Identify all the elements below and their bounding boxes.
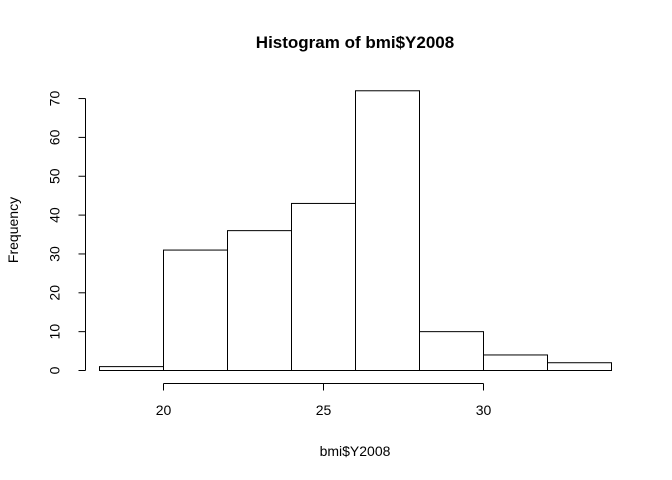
histogram-bar <box>291 202 356 371</box>
bars-layer <box>99 90 612 372</box>
y-tick-label: 70 <box>47 91 63 107</box>
histogram-bar <box>163 249 228 371</box>
x-tick-label: 25 <box>316 402 332 418</box>
y-tick-label: 60 <box>47 129 63 145</box>
x-axis-label: bmi$Y2008 <box>320 443 391 459</box>
y-tick-label: 20 <box>47 285 63 301</box>
x-axis: 20 25 30 <box>156 383 492 418</box>
y-tick-label: 40 <box>47 207 63 223</box>
histogram-bar <box>355 90 420 371</box>
x-tick-label: 20 <box>156 402 172 418</box>
y-axis-label: Frequency <box>5 197 21 263</box>
y-tick-label: 10 <box>47 324 63 340</box>
histogram-bar <box>99 366 164 371</box>
histogram-bar <box>227 230 292 371</box>
y-tick-label: 0 <box>47 366 63 374</box>
histogram-bar <box>483 354 548 371</box>
y-tick-label: 30 <box>47 246 63 262</box>
histogram-bar <box>419 331 484 371</box>
x-tick-label: 30 <box>476 402 492 418</box>
histogram-bar <box>547 362 612 372</box>
chart-title: Histogram of bmi$Y2008 <box>256 33 454 52</box>
y-tick-label: 50 <box>47 168 63 184</box>
y-axis: 0 10 20 30 40 50 60 70 <box>47 91 86 374</box>
